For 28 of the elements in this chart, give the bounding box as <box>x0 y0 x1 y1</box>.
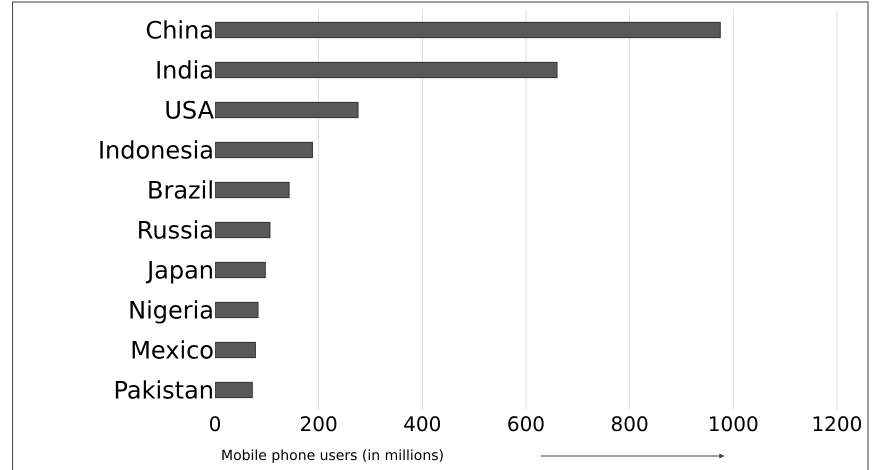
y-tick-label: China <box>145 16 214 44</box>
bar <box>215 102 359 118</box>
y-tick-label: USA <box>164 96 215 124</box>
bar <box>215 222 270 238</box>
bar <box>215 182 290 198</box>
y-tick-label: Russia <box>136 216 214 244</box>
y-tick-label: Nigeria <box>128 296 214 324</box>
bar <box>215 302 259 318</box>
y-tick-label: Japan <box>145 256 214 284</box>
y-tick-label: Brazil <box>147 176 214 204</box>
x-tick-label: 800 <box>610 412 649 436</box>
x-tick-label: 1200 <box>811 412 862 436</box>
x-tick-label: 0 <box>208 412 222 436</box>
y-tick-label: Mexico <box>130 336 214 364</box>
x-axis-title: Mobile phone users (in millions) <box>221 448 444 464</box>
x-tick-label: 200 <box>300 412 338 436</box>
x-tick-label: 400 <box>403 412 442 436</box>
bar <box>215 342 256 358</box>
y-tick-label: India <box>155 56 214 84</box>
bar <box>215 382 253 398</box>
bar <box>215 142 313 158</box>
x-tick-label: 1000 <box>708 412 759 436</box>
y-tick-label: Indonesia <box>98 136 214 164</box>
x-tick-label: 600 <box>506 412 546 436</box>
bar <box>215 22 721 38</box>
bar <box>215 62 558 78</box>
bar <box>215 262 266 278</box>
y-tick-label: Pakistan <box>114 376 214 404</box>
